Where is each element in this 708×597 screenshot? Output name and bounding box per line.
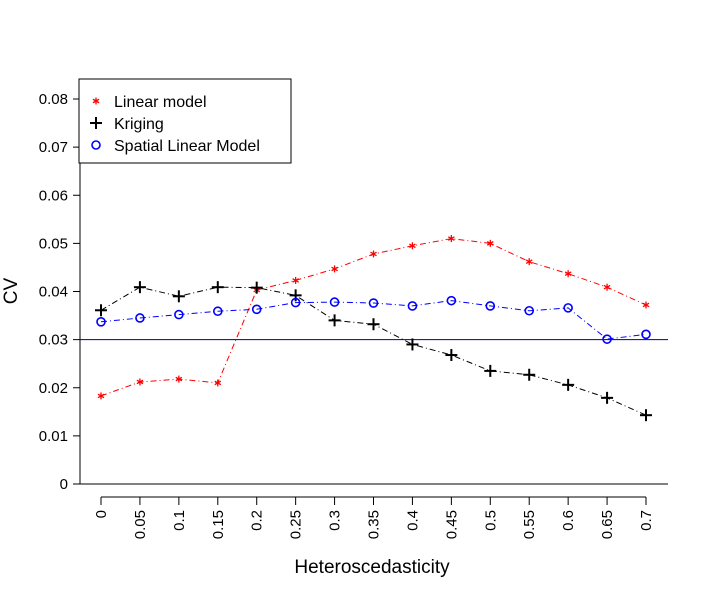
data-point: [524, 305, 535, 316]
series-plus: [95, 281, 652, 422]
x-axis-title: Heteroscedasticity: [294, 557, 450, 578]
data-point: [172, 290, 185, 303]
x-tick-label: 0.5: [482, 510, 499, 531]
x-tick-label: 0.2: [249, 510, 266, 531]
legend-box: [78, 78, 292, 164]
x-tick-label: 0.7: [638, 510, 655, 531]
data-point: [250, 281, 263, 294]
x-tick-label: 0.35: [366, 510, 383, 539]
data-point: [525, 258, 533, 266]
data-point: [642, 301, 650, 309]
data-point: [485, 301, 496, 311]
data-point: [564, 270, 572, 278]
data-point: [563, 303, 573, 313]
y-tick-label: 0.02: [39, 380, 68, 397]
legend-marker-asterisk: [92, 97, 100, 105]
data-point: [97, 392, 105, 400]
y-tick-label: 0.07: [39, 139, 68, 156]
y-tick-label: 0.08: [39, 91, 68, 108]
x-tick-label: 0.15: [210, 510, 227, 539]
data-point: [370, 250, 377, 258]
data-point: [290, 297, 301, 308]
data-point: [292, 276, 299, 284]
data-point: [135, 313, 145, 323]
x-tick-label: 0.1: [171, 510, 188, 531]
y-tick-label: 0.05: [39, 235, 68, 252]
data-point: [214, 379, 222, 387]
x-tick-label: 0.05: [132, 510, 149, 539]
legend-label: Kriging: [114, 116, 164, 133]
legend-label: Linear model: [114, 94, 207, 111]
data-point: [602, 334, 612, 344]
data-point: [328, 314, 341, 327]
data-point: [212, 306, 223, 317]
data-point: [367, 318, 380, 331]
data-point: [445, 349, 458, 362]
y-tick-label: 0: [60, 476, 68, 493]
data-point: [406, 338, 419, 351]
data-point: [211, 281, 224, 294]
x-tick-label: 0.25: [288, 510, 305, 539]
data-point: [446, 295, 457, 306]
data-point: [368, 298, 379, 308]
x-tick-label: 0.4: [404, 510, 421, 531]
data-point: [175, 375, 183, 383]
data-point: [484, 364, 497, 377]
data-point: [641, 329, 651, 340]
series-line: [100, 300, 647, 340]
x-tick-label: 0.65: [599, 510, 616, 539]
data-point: [331, 265, 338, 273]
series-layer: [95, 235, 652, 422]
data-point: [96, 317, 106, 327]
x-tick-label: 0.55: [521, 510, 538, 539]
data-point: [448, 235, 455, 243]
x-axis-ticks: 0 0.05 0.1 0.15 0.2 0.25 0.3 0.35 0.4 0.45 0.5 0.55…: [93, 497, 655, 539]
data-point: [133, 281, 146, 294]
legend-marker-circle: [91, 140, 101, 150]
y-axis-ticks: 0 0.01 0.02 0.03 0.04 0.05 0.06 0.07 0.08: [39, 91, 80, 493]
x-tick-label: 0.6: [560, 510, 577, 531]
data-point: [409, 242, 416, 250]
data-point: [603, 283, 611, 291]
y-axis-title: CV: [1, 277, 22, 304]
data-point: [486, 239, 494, 247]
legend-items: Linear model Kriging Spatial Linear Model: [90, 94, 260, 155]
y-tick-label: 0.01: [39, 428, 68, 445]
series-circle: [96, 295, 651, 344]
legend-marker-plus: [90, 117, 102, 129]
data-point: [136, 378, 144, 386]
data-point: [329, 297, 340, 307]
data-point: [95, 304, 107, 317]
x-tick-label: 0.45: [443, 510, 460, 539]
data-point: [523, 368, 536, 381]
legend-label: Spatial Linear Model: [114, 138, 260, 155]
data-point: [601, 391, 614, 404]
data-point: [640, 409, 652, 422]
x-tick-label: 0.3: [327, 510, 344, 531]
data-point: [562, 378, 575, 391]
y-tick-label: 0.04: [39, 284, 68, 301]
data-point: [174, 309, 184, 320]
y-tick-label: 0.06: [39, 187, 68, 204]
data-point: [251, 304, 262, 315]
x-tick-label: 0: [93, 510, 110, 518]
y-tick-label: 0.03: [39, 332, 68, 349]
data-point: [407, 301, 418, 311]
legend: Linear model Kriging Spatial Linear Model: [78, 78, 292, 164]
